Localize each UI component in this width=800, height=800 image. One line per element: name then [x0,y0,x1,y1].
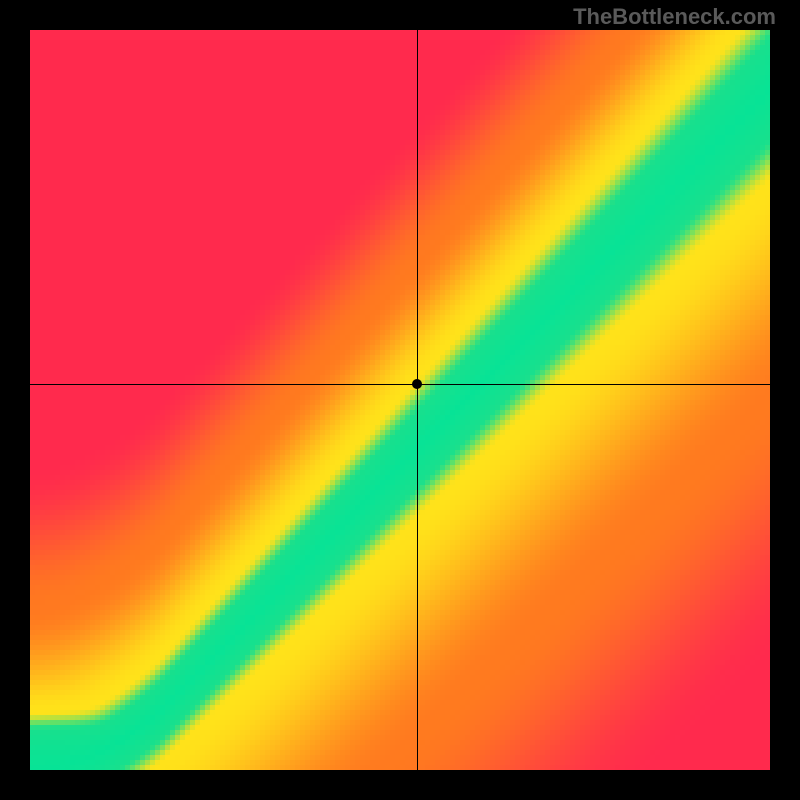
crosshair-marker [412,379,422,389]
heatmap-canvas [30,30,770,770]
heatmap-plot [30,30,770,770]
watermark-text: TheBottleneck.com [573,4,776,30]
crosshair-vertical [417,30,418,770]
crosshair-horizontal [30,384,770,385]
